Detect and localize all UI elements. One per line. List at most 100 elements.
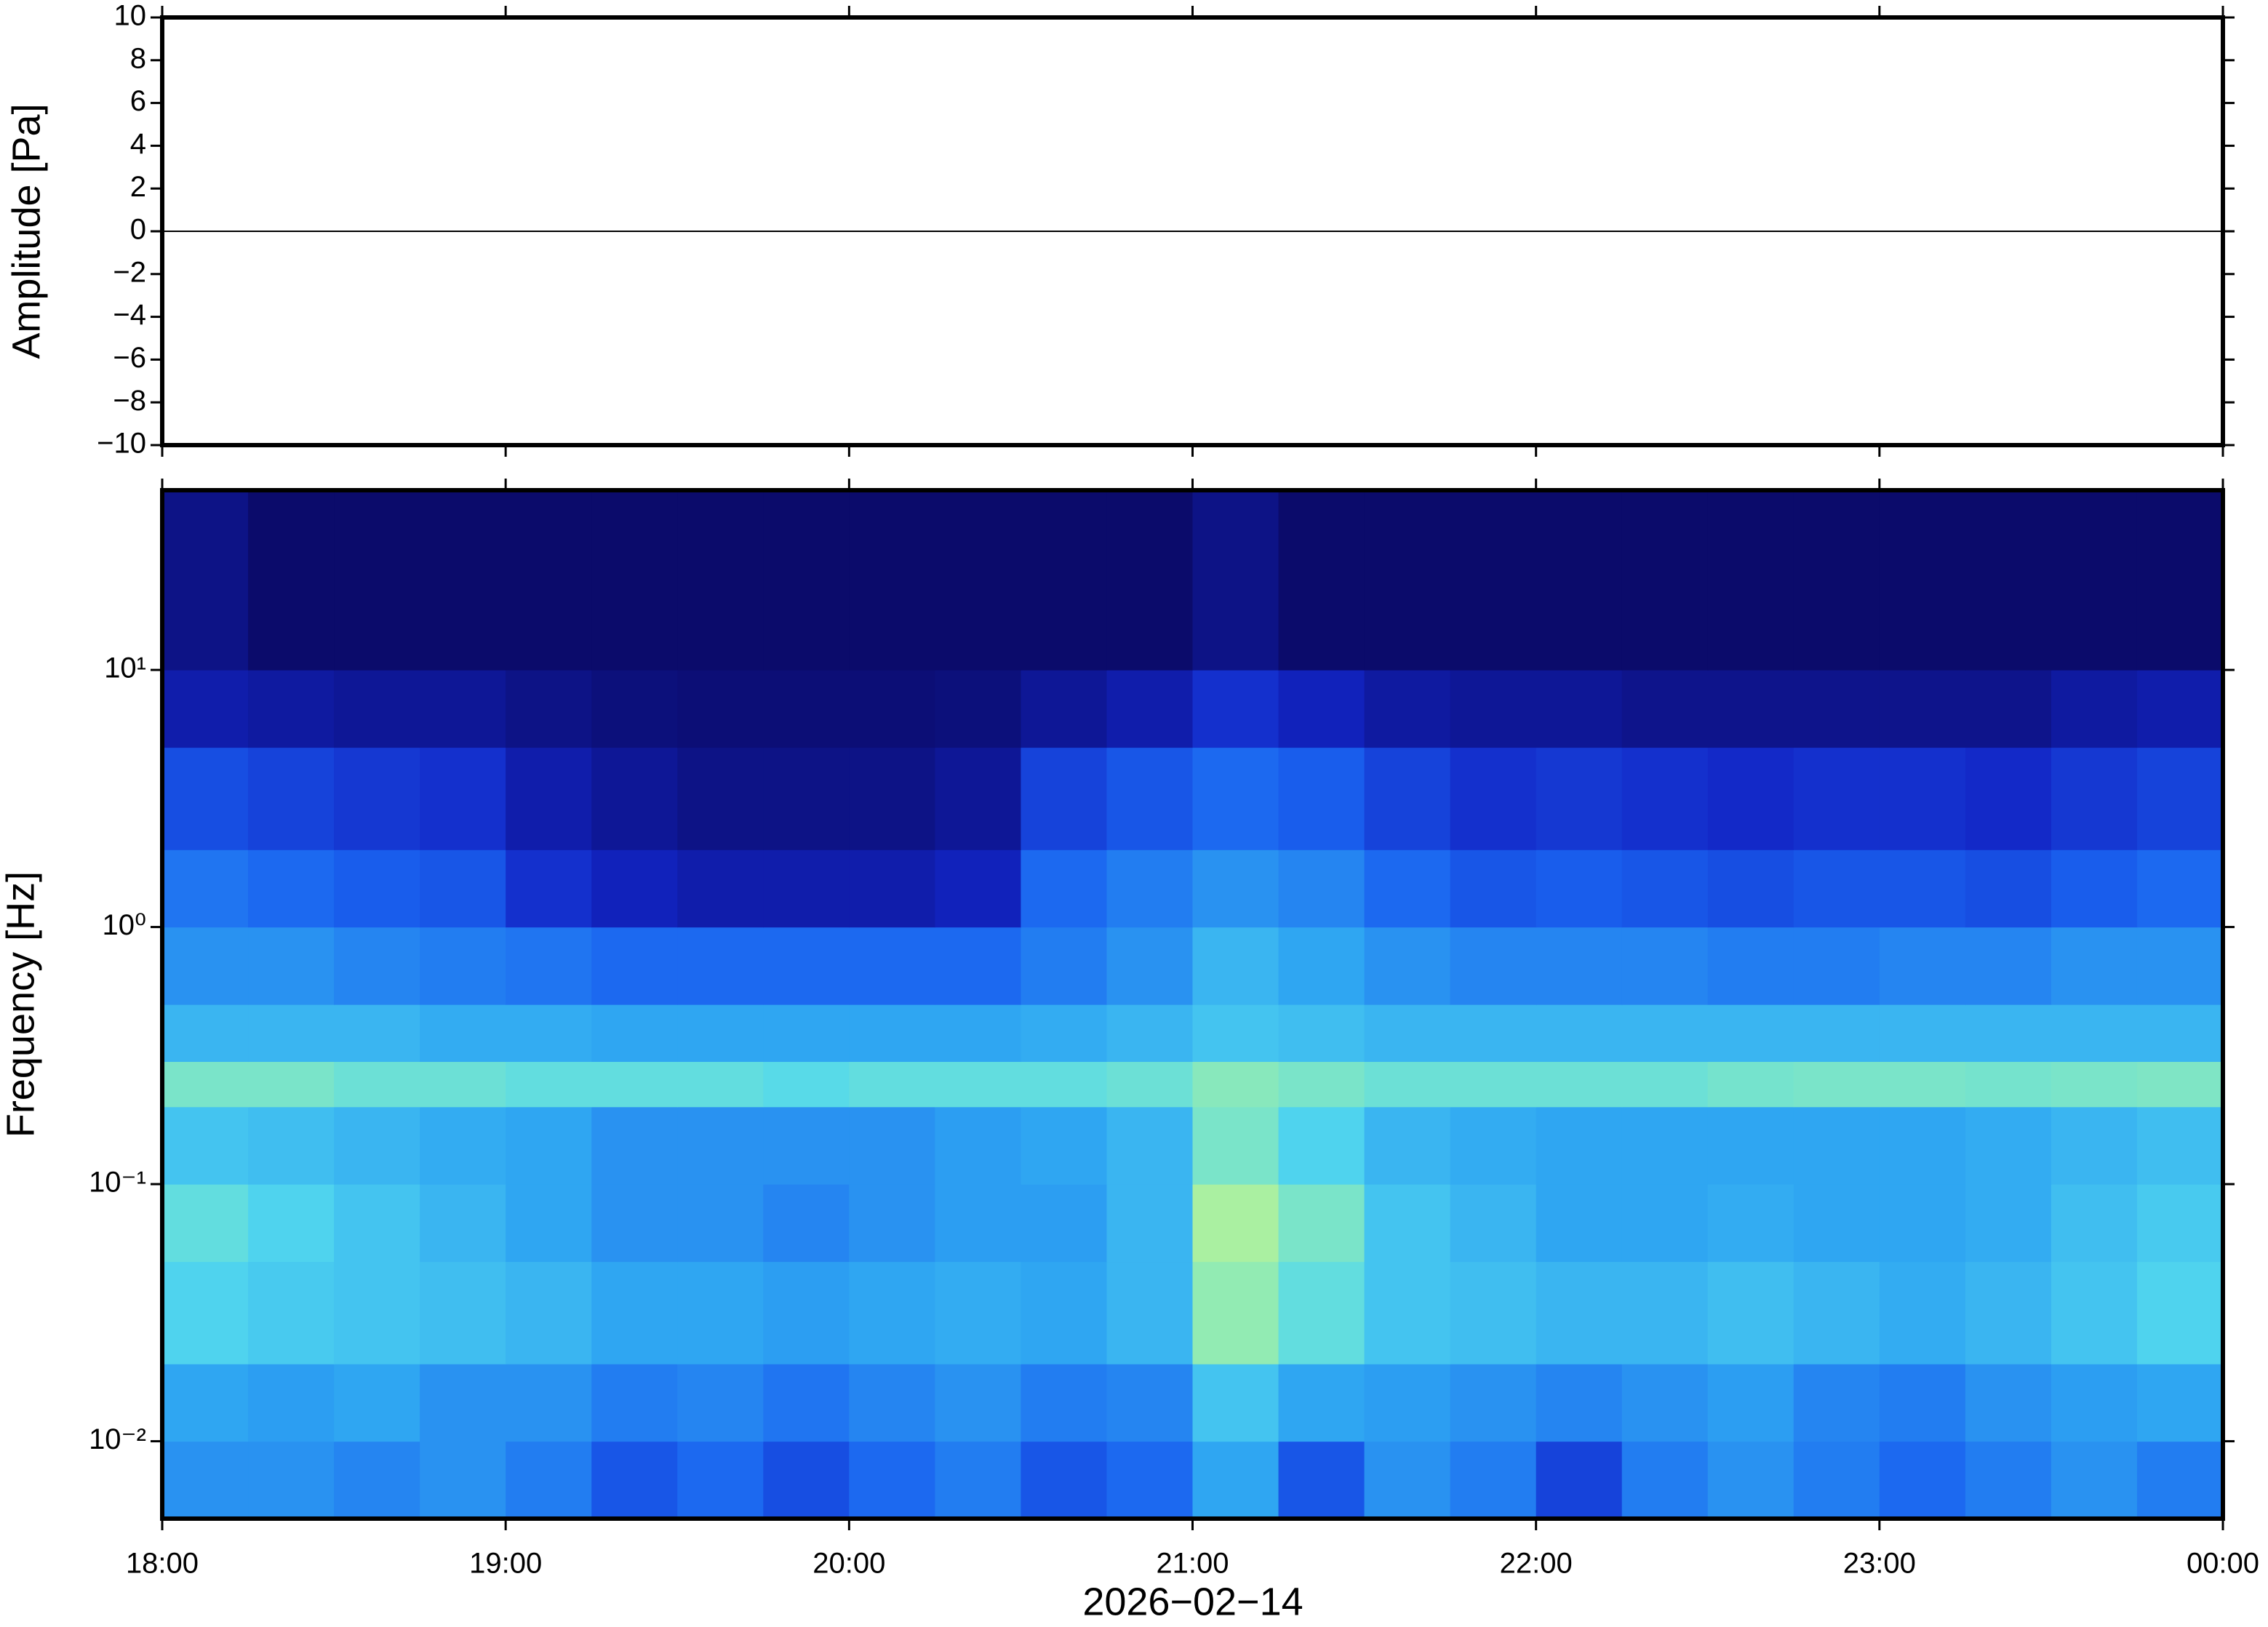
spectrogram-cell (1278, 747, 1365, 850)
spectrogram-cell (2051, 1061, 2138, 1108)
spectrogram-cell (506, 1364, 592, 1442)
spectrogram-cell (506, 1061, 592, 1108)
y-tick-label: 6 (130, 85, 146, 117)
spectrogram-cell (1707, 850, 1794, 928)
spectrogram-cell (248, 927, 335, 1005)
x-tick-label: 22:00 (1500, 1548, 1573, 1580)
spectrogram-cell (1621, 1004, 1709, 1063)
spectrogram-cell (1879, 1441, 1966, 1519)
spectrogram-cell (1106, 1004, 1194, 1063)
spectrogram-cell (849, 1061, 935, 1108)
spectrogram-cell (935, 747, 1022, 850)
spectrogram-cell (420, 1061, 506, 1108)
spectrogram-cell (591, 490, 678, 671)
x-tick-label: 23:00 (1843, 1548, 1916, 1580)
spectrogram-cell (1707, 1261, 1794, 1364)
spectrogram-cell (162, 747, 249, 850)
spectrogram-cell (677, 747, 764, 850)
spectrogram-cell (1879, 1364, 1966, 1442)
spectrogram-cell (1106, 490, 1194, 671)
y-tick-label: −2 (113, 256, 146, 288)
spectrogram-cell (849, 1004, 935, 1063)
spectrogram-cell (1192, 1261, 1279, 1364)
spectrogram-cell (1707, 490, 1794, 671)
spectrogram-cell (2136, 747, 2224, 850)
spectrogram-cell (420, 1364, 506, 1442)
spectrogram-cell (1621, 1441, 1709, 1519)
spectrogram-cell (1021, 1261, 1108, 1364)
spectrogram-cell (162, 1184, 249, 1263)
spectrogram-cell (1879, 670, 1966, 748)
spectrogram-cell (248, 850, 335, 928)
spectrogram-cell (935, 1364, 1022, 1442)
x-tick-label: 00:00 (2187, 1548, 2259, 1580)
spectrogram-cell (1278, 927, 1365, 1005)
spectrogram-cell (1707, 927, 1794, 1005)
spectrogram-cell (1192, 1004, 1279, 1063)
spectrogram-cell (1450, 850, 1537, 928)
spectrogram-cell (506, 747, 592, 850)
spectrogram-cell (1879, 1184, 1966, 1263)
spectrogram-cell (2136, 1106, 2224, 1185)
spectrogram-cell (162, 1004, 249, 1063)
spectrogram-cell (1278, 670, 1365, 748)
spectrogram-cell (1536, 1364, 1623, 1442)
spectrogram-cell (2136, 1441, 2224, 1519)
spectrogram-cell (1965, 1441, 2052, 1519)
spectrogram-cell (1278, 1441, 1365, 1519)
spectrogram-cell (1965, 490, 2052, 671)
spectrogram-cell (334, 490, 420, 671)
spectrogram-cell (1021, 1441, 1108, 1519)
spectrogram-cell (1021, 927, 1108, 1005)
y-tick-label: 10 (114, 0, 147, 32)
y-tick-label: 10⁰ (102, 909, 146, 941)
spectrogram-cell (1106, 1441, 1194, 1519)
spectrogram-cell (763, 1184, 850, 1263)
spectrogram-cell (1621, 670, 1709, 748)
spectrogram-cell (1450, 490, 1537, 671)
spectrogram-cell (420, 490, 506, 671)
y-tick-label: −8 (113, 385, 146, 417)
spectrogram-cell (1965, 1261, 2052, 1364)
spectrogram-cell (2136, 1184, 2224, 1263)
spectrogram-cell (1364, 1364, 1451, 1442)
spectrogram-cell (591, 747, 678, 850)
spectrogram-cell (2051, 1364, 2138, 1442)
spectrogram-cell (1536, 1441, 1623, 1519)
spectrogram-cell (1278, 1364, 1365, 1442)
spectrogram-cell (935, 1004, 1022, 1063)
spectrogram-cell (1192, 670, 1279, 748)
spectrogram-cell (2051, 1004, 2138, 1063)
spectrogram-cell (334, 1004, 420, 1063)
spectrogram-cell (1106, 850, 1194, 928)
spectrogram-cell (763, 1261, 850, 1364)
spectrogram-cell (2051, 1106, 2138, 1185)
spectrogram-cell (1536, 927, 1623, 1005)
spectrogram-cell (1021, 1184, 1108, 1263)
spectrogram-cell (1621, 1364, 1709, 1442)
spectrogram-cell (1106, 1184, 1194, 1263)
spectrogram-cell (248, 1364, 335, 1442)
spectrogram-cell (1965, 747, 2052, 850)
spectrogram-cell (1793, 850, 1880, 928)
spectrogram-cell (1278, 1184, 1365, 1263)
spectrogram-cell (1965, 1004, 2052, 1063)
x-tick-label: 18:00 (126, 1548, 199, 1580)
spectrogram-cell (1621, 927, 1709, 1005)
spectrogram-cell (420, 1184, 506, 1263)
spectrogram-cell (1278, 1106, 1365, 1185)
spectrogram-cell (1364, 927, 1451, 1005)
spectrogram-cell (591, 850, 678, 928)
x-tick-label: 21:00 (1156, 1548, 1229, 1580)
spectrogram-cell (591, 670, 678, 748)
spectrogram-cell (162, 490, 249, 671)
spectrogram-cell (763, 670, 850, 748)
spectrogram-cell (1793, 1364, 1880, 1442)
spectrogram-cell (1707, 747, 1794, 850)
spectrogram-cell (1106, 1261, 1194, 1364)
spectrogram-cell (1364, 490, 1451, 671)
spectrogram-cell (162, 850, 249, 928)
spectrogram-cell (248, 1184, 335, 1263)
spectrogram-cell (1621, 1061, 1709, 1108)
